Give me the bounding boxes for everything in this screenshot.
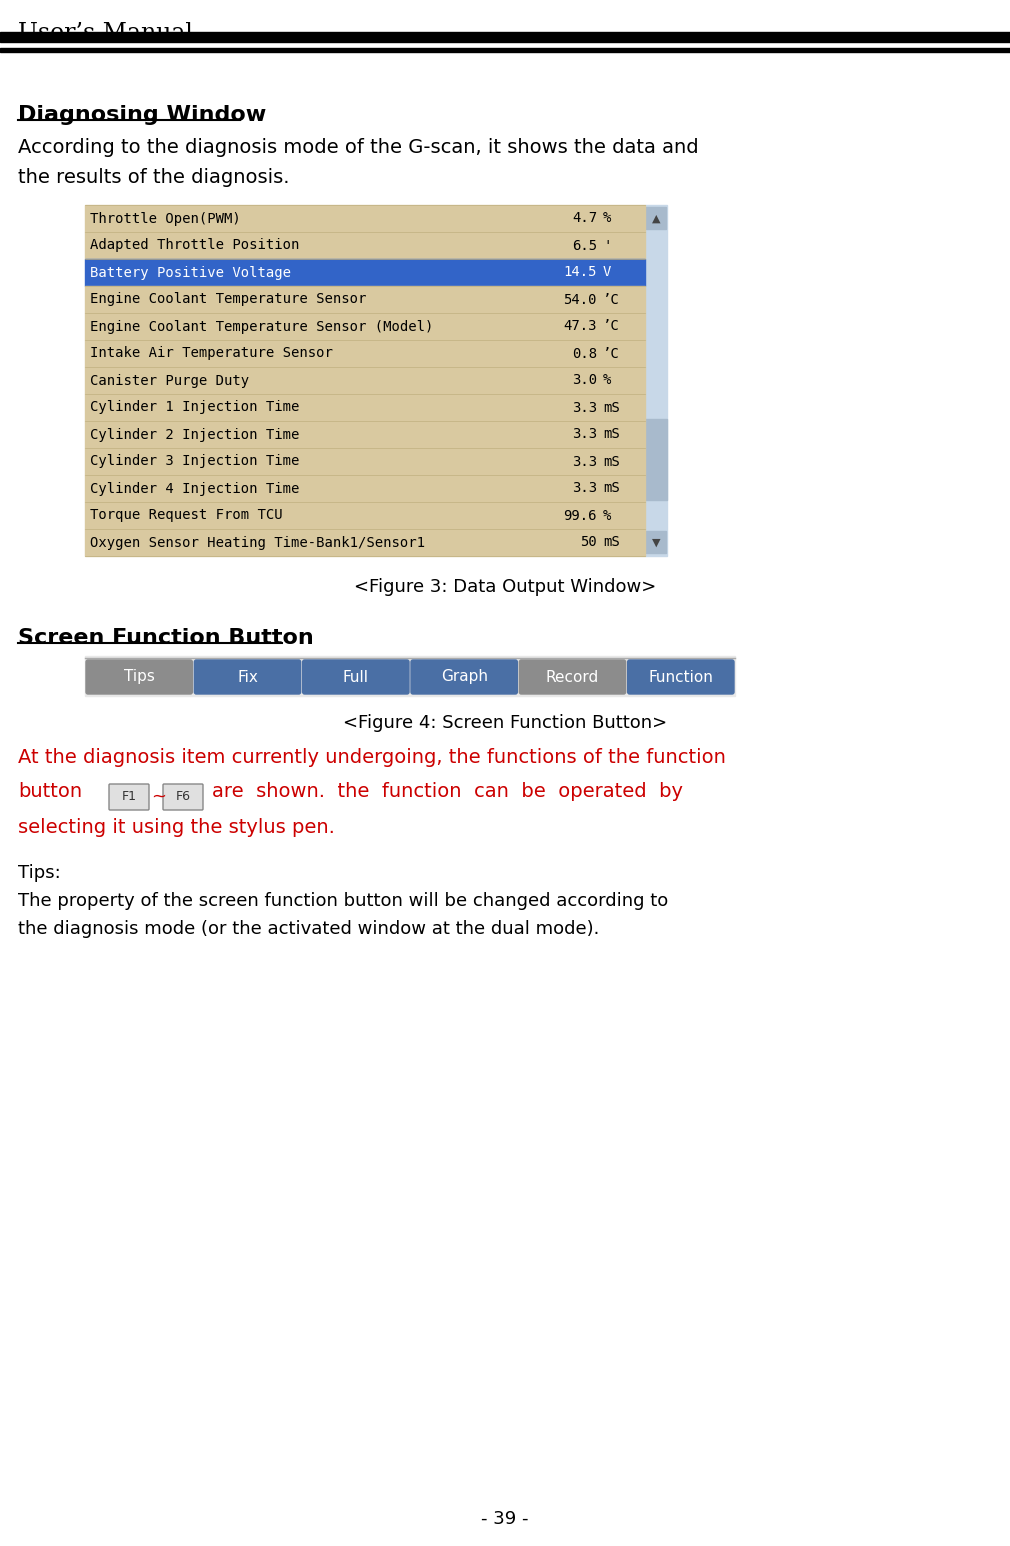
Text: 3.3: 3.3 xyxy=(572,481,597,496)
Text: Intake Air Temperature Sensor: Intake Air Temperature Sensor xyxy=(90,346,333,360)
Text: are  shown.  the  function  can  be  operated  by: are shown. the function can be operated … xyxy=(212,782,683,801)
Text: Full: Full xyxy=(342,669,369,685)
Text: <Figure 3: Data Output Window>: <Figure 3: Data Output Window> xyxy=(354,578,656,597)
Bar xyxy=(0,32,1010,42)
Text: 3.3: 3.3 xyxy=(572,455,597,468)
Bar xyxy=(645,206,667,557)
Text: <Figure 4: Screen Function Button>: <Figure 4: Screen Function Button> xyxy=(343,714,667,731)
Text: Cylinder 4 Injection Time: Cylinder 4 Injection Time xyxy=(90,481,299,496)
Bar xyxy=(85,260,645,286)
Text: According to the diagnosis mode of the G-scan, it shows the data and: According to the diagnosis mode of the G… xyxy=(18,138,699,158)
Text: 3.0: 3.0 xyxy=(572,374,597,388)
Text: Cylinder 3 Injection Time: Cylinder 3 Injection Time xyxy=(90,455,299,468)
Text: 54.0: 54.0 xyxy=(564,292,597,306)
Text: - 39 -: - 39 - xyxy=(481,1510,529,1527)
Text: 14.5: 14.5 xyxy=(564,266,597,280)
Text: Tips:: Tips: xyxy=(18,864,61,883)
Text: ’C: ’C xyxy=(603,320,620,334)
Text: ’C: ’C xyxy=(603,346,620,360)
Text: %: % xyxy=(603,509,611,523)
Text: Engine Coolant Temperature Sensor (Model): Engine Coolant Temperature Sensor (Model… xyxy=(90,320,433,334)
Text: selecting it using the stylus pen.: selecting it using the stylus pen. xyxy=(18,818,335,836)
Text: 50: 50 xyxy=(581,535,597,549)
Bar xyxy=(85,232,645,260)
Text: F6: F6 xyxy=(176,790,191,804)
Bar xyxy=(85,206,645,232)
Bar xyxy=(85,366,645,394)
Text: Torque Request From TCU: Torque Request From TCU xyxy=(90,509,283,523)
Text: At the diagnosis item currently undergoing, the functions of the function: At the diagnosis item currently undergoi… xyxy=(18,748,726,767)
Text: 0.8: 0.8 xyxy=(572,346,597,360)
Text: 47.3: 47.3 xyxy=(564,320,597,334)
Bar xyxy=(85,312,645,340)
Text: Screen Function Button: Screen Function Button xyxy=(18,628,314,648)
Text: mS: mS xyxy=(603,400,620,414)
Text: mS: mS xyxy=(603,455,620,468)
Text: Record: Record xyxy=(545,669,599,685)
Text: ▼: ▼ xyxy=(651,538,661,547)
Text: Diagnosing Window: Diagnosing Window xyxy=(18,105,267,125)
Text: Oxygen Sensor Heating Time-Bank1/Sensor1: Oxygen Sensor Heating Time-Bank1/Sensor1 xyxy=(90,535,425,549)
Text: %: % xyxy=(603,212,611,226)
Text: Cylinder 1 Injection Time: Cylinder 1 Injection Time xyxy=(90,400,299,414)
Text: mS: mS xyxy=(603,535,620,549)
Bar xyxy=(85,340,645,366)
Text: F1: F1 xyxy=(121,790,136,804)
Text: Cylinder 2 Injection Time: Cylinder 2 Injection Time xyxy=(90,428,299,442)
Bar xyxy=(85,475,645,502)
Text: Fix: Fix xyxy=(237,669,258,685)
FancyBboxPatch shape xyxy=(194,660,301,694)
Text: button: button xyxy=(18,782,82,801)
FancyBboxPatch shape xyxy=(519,660,625,694)
Text: mS: mS xyxy=(603,481,620,496)
Bar xyxy=(0,48,1010,53)
Bar xyxy=(85,448,645,475)
Text: Tips: Tips xyxy=(124,669,155,685)
Text: %: % xyxy=(603,374,611,388)
Text: Battery Positive Voltage: Battery Positive Voltage xyxy=(90,266,291,280)
Bar xyxy=(85,502,645,529)
Text: ~: ~ xyxy=(152,788,166,805)
Text: 99.6: 99.6 xyxy=(564,509,597,523)
FancyBboxPatch shape xyxy=(86,660,192,694)
Bar xyxy=(85,656,735,696)
Text: User’s Manual: User’s Manual xyxy=(18,22,193,45)
FancyBboxPatch shape xyxy=(163,784,203,810)
FancyBboxPatch shape xyxy=(646,530,666,553)
Text: Graph: Graph xyxy=(440,669,488,685)
Text: ': ' xyxy=(603,238,611,252)
FancyBboxPatch shape xyxy=(646,207,666,229)
Bar xyxy=(85,529,645,557)
Text: ▲: ▲ xyxy=(651,213,661,224)
Text: 3.3: 3.3 xyxy=(572,400,597,414)
FancyBboxPatch shape xyxy=(303,660,409,694)
Text: ’C: ’C xyxy=(603,292,620,306)
Text: 4.7: 4.7 xyxy=(572,212,597,226)
Text: Function: Function xyxy=(648,669,713,685)
Text: mS: mS xyxy=(603,428,620,442)
Bar xyxy=(645,419,667,499)
FancyBboxPatch shape xyxy=(411,660,517,694)
Text: the results of the diagnosis.: the results of the diagnosis. xyxy=(18,169,290,187)
Text: V: V xyxy=(603,266,611,280)
Bar xyxy=(85,421,645,448)
Text: The property of the screen function button will be changed according to: The property of the screen function butt… xyxy=(18,892,669,911)
FancyBboxPatch shape xyxy=(109,784,149,810)
FancyBboxPatch shape xyxy=(627,660,734,694)
Bar xyxy=(85,286,645,312)
Text: the diagnosis mode (or the activated window at the dual mode).: the diagnosis mode (or the activated win… xyxy=(18,920,599,938)
Text: Throttle Open(PWM): Throttle Open(PWM) xyxy=(90,212,240,226)
Text: 6.5: 6.5 xyxy=(572,238,597,252)
Text: Adapted Throttle Position: Adapted Throttle Position xyxy=(90,238,299,252)
Text: Engine Coolant Temperature Sensor: Engine Coolant Temperature Sensor xyxy=(90,292,367,306)
Bar xyxy=(85,394,645,421)
Text: 3.3: 3.3 xyxy=(572,428,597,442)
Text: Canister Purge Duty: Canister Purge Duty xyxy=(90,374,249,388)
